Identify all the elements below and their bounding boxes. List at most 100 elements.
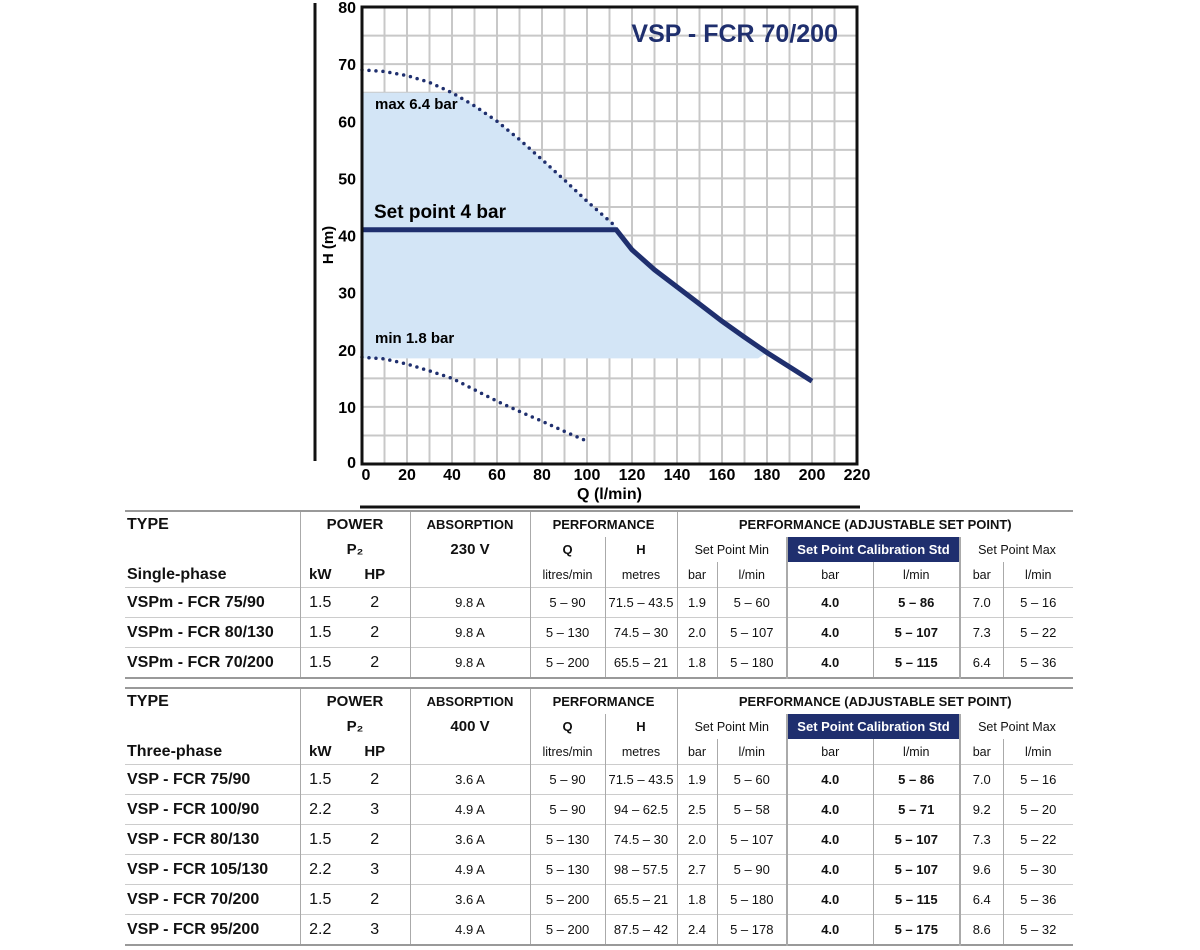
cell: 7.0 (959, 587, 1003, 618)
x-tick-label: 0 (362, 467, 371, 484)
cell: VSP - FCR 105/130 (125, 854, 300, 885)
cell: 2.5 (676, 794, 717, 825)
cell: 5 – 107 (872, 824, 960, 855)
cell: VSPm - FCR 70/200 (125, 647, 300, 678)
cell: 1.9 (676, 587, 717, 618)
cell: 2.2 (299, 914, 340, 945)
annotation-min: min 1.8 bar (375, 330, 454, 347)
cell: 5 – 130 (529, 854, 605, 885)
cell: 5 – 71 (872, 794, 960, 825)
cell: 5 – 60 (716, 764, 787, 795)
header-sp-min: Set Point Min (676, 537, 787, 562)
x-tick-label: 60 (488, 467, 506, 484)
plot-frame (360, 5, 859, 466)
header-lmin: l/min (872, 562, 960, 588)
header-bar: bar (959, 562, 1003, 588)
x-tick-label: 220 (844, 467, 871, 484)
cell: 8.6 (959, 914, 1003, 945)
header-absorption: ABSORPTION (409, 688, 530, 714)
cell: 5 – 90 (529, 764, 605, 795)
header-type: TYPE (127, 515, 169, 533)
header-adj: PERFORMANCE (ADJUSTABLE SET POINT) (676, 688, 1073, 714)
spec-table-three-phase: TYPE POWER ABSORPTION PERFORMANCE PERFORMANC… (125, 687, 1073, 946)
performance-chart: 0 20 40 60 80 100 120 140 160 180 200 220 0 10 20 30 40 5… (313, 0, 871, 509)
cell: 2.7 (676, 854, 717, 885)
header-kw: kW (299, 739, 340, 765)
series-line-dotted (360, 68, 618, 229)
cell: 7.3 (959, 617, 1003, 648)
cell: 2 (340, 824, 410, 855)
cell: 1.5 (299, 824, 340, 855)
cell: 4.0 (786, 914, 873, 945)
cell: 3 (340, 914, 410, 945)
cell: 5 – 200 (529, 884, 605, 915)
cell: 5 – 107 (872, 617, 960, 648)
cell: 5 – 22 (1002, 617, 1073, 648)
cell: 5 – 16 (1002, 587, 1073, 618)
cell: 5 – 178 (716, 914, 787, 945)
y-tick-label: 50 (338, 171, 356, 188)
cell: 5 – 115 (872, 647, 960, 678)
cell: 5 – 90 (529, 587, 605, 618)
cell: 5 – 130 (529, 617, 605, 648)
header-adj: PERFORMANCE (ADJUSTABLE SET POINT) (676, 511, 1073, 537)
cell: VSP - FCR 100/90 (125, 794, 300, 825)
cell: 5 – 200 (529, 647, 605, 678)
header-h: H (604, 537, 677, 562)
series-line-setpoint (362, 227, 814, 384)
header-h: H (604, 714, 677, 739)
cell: 4.0 (786, 647, 873, 678)
header-sp-max: Set Point Max (959, 537, 1073, 562)
header-power: POWER (299, 511, 410, 537)
operating-band (362, 92, 767, 359)
cell: 65.5 – 21 (604, 884, 677, 915)
header-sp-std: Set Point Calibration Std (786, 537, 960, 562)
y-tick-label: 30 (338, 286, 356, 303)
header-lmin: l/min (716, 739, 787, 765)
cell: 5 – 115 (872, 884, 960, 915)
cell: 4.0 (786, 617, 873, 648)
header-power: POWER (299, 688, 410, 714)
header-hp: HP (364, 566, 386, 583)
cell: 4.0 (786, 764, 873, 795)
header-p2: P₂ (299, 537, 410, 562)
cell: 1.5 (299, 764, 340, 795)
cell: 94 – 62.5 (604, 794, 677, 825)
cell: 1.8 (676, 884, 717, 915)
header-p2: P₂ (299, 714, 410, 739)
cell: 9.8 A (409, 617, 530, 648)
cell: 71.5 – 43.5 (604, 587, 677, 618)
cell: 1.5 (299, 647, 340, 678)
cell: 5 – 60 (716, 587, 787, 618)
cell: VSP - FCR 95/200 (125, 914, 300, 945)
cell: 5 – 58 (716, 794, 787, 825)
cell: 3.6 A (409, 884, 530, 915)
cell: 5 – 36 (1002, 647, 1073, 678)
cell: 98 – 57.5 (604, 854, 677, 885)
cell: 5 – 86 (872, 587, 960, 618)
cell: 1.9 (676, 764, 717, 795)
header-bar: bar (676, 562, 717, 588)
x-tick-label: 80 (533, 467, 551, 484)
cell: VSPm - FCR 80/130 (125, 617, 300, 648)
header-q: Q (529, 714, 605, 739)
spec-table-single-phase: TYPE POWER ABSORPTION PERFORMANCE PERFORMANC… (125, 510, 1073, 679)
header-lmin: l/min (1002, 739, 1073, 765)
x-tick-label: 140 (664, 467, 691, 484)
empty-cell (409, 562, 530, 588)
y-tick-label: 0 (347, 455, 356, 472)
header-q-unit: litres/min (529, 739, 605, 765)
cell: 5 – 20 (1002, 794, 1073, 825)
cell: 4.9 A (409, 854, 530, 885)
cell: 5 – 86 (872, 764, 960, 795)
cell: 5 – 36 (1002, 884, 1073, 915)
header-voltage: 230 V (409, 537, 530, 562)
cell: 5 – 180 (716, 647, 787, 678)
header-sp-std: Set Point Calibration Std (786, 714, 960, 739)
cell: 4.0 (786, 794, 873, 825)
cell: 6.4 (959, 884, 1003, 915)
header-lmin: l/min (1002, 562, 1073, 588)
empty-cell (125, 537, 300, 562)
